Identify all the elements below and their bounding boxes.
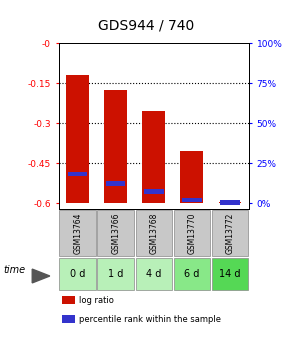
Bar	[106, 181, 125, 186]
Text: GSM13766: GSM13766	[111, 212, 120, 254]
Text: time: time	[3, 265, 25, 275]
Text: log ratio: log ratio	[79, 296, 114, 305]
Bar	[174, 258, 210, 290]
Bar	[59, 210, 96, 256]
Bar	[144, 189, 163, 194]
Polygon shape	[32, 269, 50, 283]
Text: GSM13770: GSM13770	[188, 212, 196, 254]
Bar	[212, 258, 248, 290]
Bar	[98, 210, 134, 256]
Text: 14 d: 14 d	[219, 269, 241, 279]
Text: 1 d: 1 d	[108, 269, 123, 279]
Bar	[180, 151, 203, 204]
Text: GSM13768: GSM13768	[149, 212, 158, 254]
Bar	[212, 210, 248, 256]
Bar	[104, 90, 127, 204]
Bar	[174, 210, 210, 256]
Bar	[142, 111, 165, 204]
Bar	[136, 210, 172, 256]
Bar	[219, 202, 241, 204]
Text: GDS944 / 740: GDS944 / 740	[98, 19, 195, 33]
Text: 4 d: 4 d	[146, 269, 161, 279]
Text: percentile rank within the sample: percentile rank within the sample	[79, 315, 221, 324]
Bar	[182, 197, 202, 202]
Bar	[136, 258, 172, 290]
Bar	[68, 171, 87, 176]
Bar	[59, 258, 96, 290]
Text: 6 d: 6 d	[184, 269, 200, 279]
Bar	[220, 200, 240, 205]
Bar	[98, 258, 134, 290]
Bar	[66, 75, 89, 204]
Text: GSM13764: GSM13764	[73, 212, 82, 254]
Text: GSM13772: GSM13772	[226, 212, 234, 254]
Text: 0 d: 0 d	[70, 269, 85, 279]
